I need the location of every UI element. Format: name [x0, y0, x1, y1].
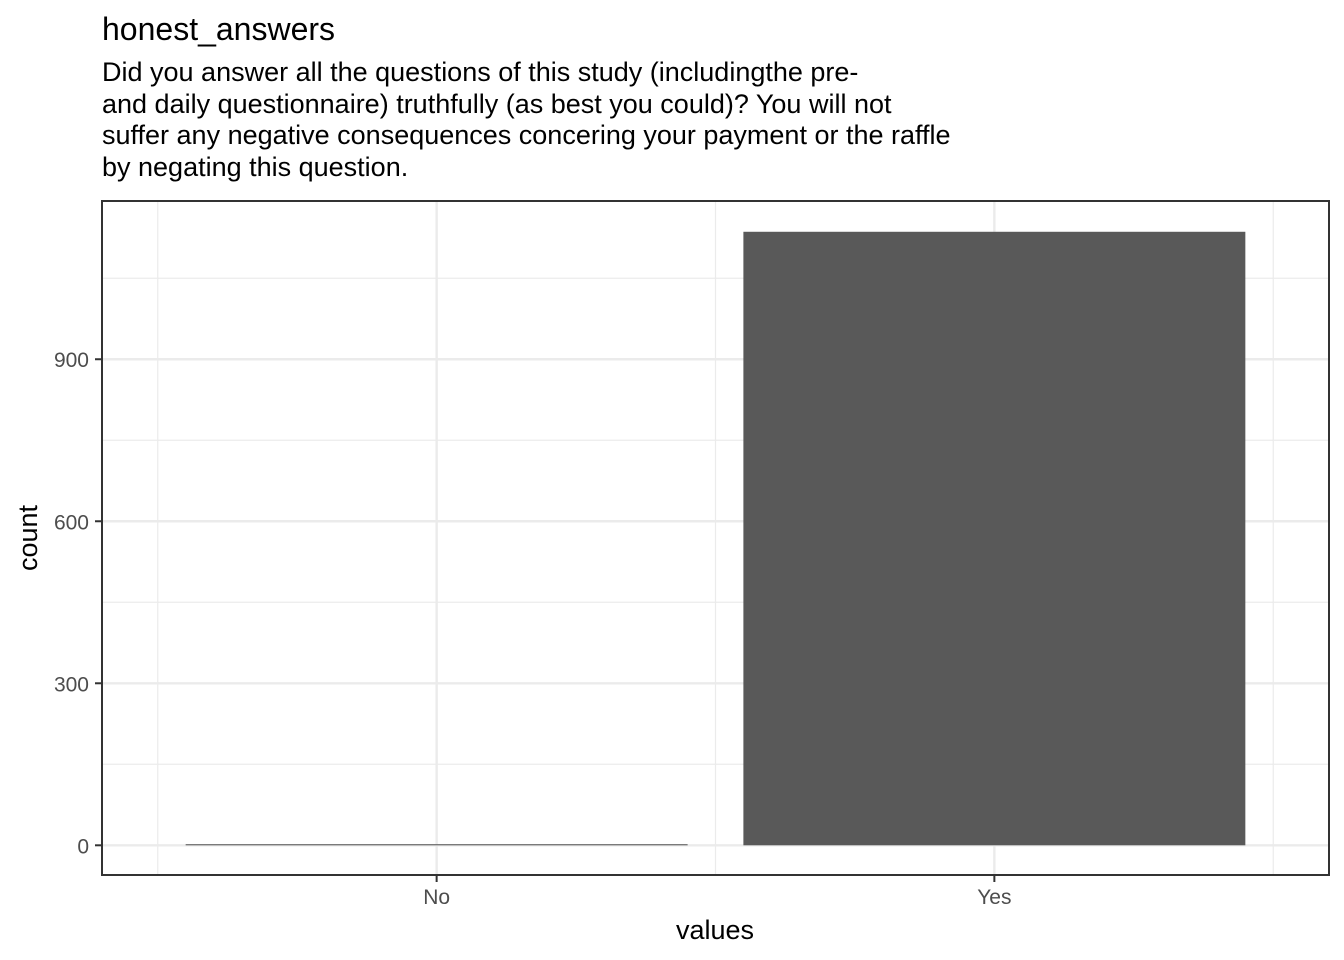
bars [185, 231, 1246, 846]
subtitle-line: by negating this question. [102, 151, 409, 182]
y-tick-label: 0 [77, 835, 89, 858]
plot-panel-border [101, 200, 1330, 876]
axis-ticks [95, 358, 996, 882]
x-tick-label: No [423, 886, 450, 909]
y-tick-label: 900 [54, 349, 89, 372]
x-axis-title: values [676, 915, 754, 945]
subtitle-line: suffer any negative consequences conceri… [102, 120, 951, 150]
chart-title: honest_answers [102, 11, 336, 47]
subtitle-line: and daily questionnaire) truthfully (as … [102, 88, 892, 119]
chart-subtitle: Did you answer all the questions of this… [102, 57, 1102, 183]
tick-labels: 0 300 600 900 No Yes [54, 349, 1012, 909]
y-axis-title: count [13, 504, 43, 571]
y-tick-label: 300 [54, 673, 89, 696]
bar [185, 844, 688, 846]
y-tick-label: 600 [54, 511, 89, 534]
bar [743, 231, 1246, 846]
subtitle-line: Did you answer all the questions of this… [102, 57, 859, 87]
x-tick-label: Yes [977, 886, 1011, 909]
